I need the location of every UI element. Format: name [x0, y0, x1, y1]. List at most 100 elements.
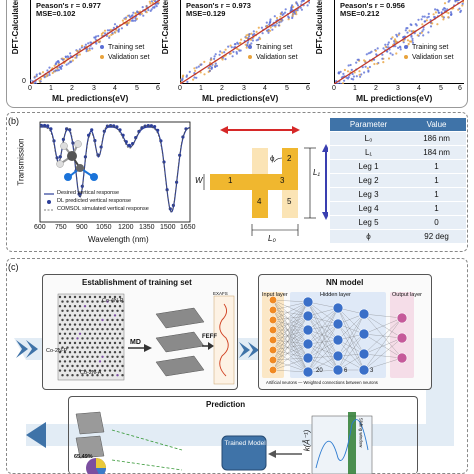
scatter-point — [296, 9, 299, 12]
scatter-point — [364, 65, 367, 68]
scatter-point — [346, 77, 350, 80]
atom — [116, 328, 119, 331]
scatter-point — [306, 4, 309, 7]
nanostructure-diagram — [203, 126, 328, 236]
nn-connection — [272, 359, 309, 373]
atom — [66, 309, 69, 312]
scatter-point — [251, 39, 254, 42]
table-row: L₀ 186 nm — [330, 131, 466, 146]
prediction-illustration — [75, 411, 373, 474]
nn-connection — [337, 307, 365, 335]
atom — [93, 295, 97, 299]
nn-connection — [272, 329, 309, 341]
scatter-point — [35, 73, 38, 76]
nn-connection — [272, 329, 309, 371]
atom — [96, 364, 99, 368]
scatter-point — [130, 14, 133, 18]
scatter-point — [406, 39, 410, 42]
nn-connection — [272, 329, 309, 373]
training-set-illustration — [57, 293, 235, 385]
nn-neuron — [268, 305, 278, 315]
atom — [121, 318, 124, 322]
scatter-point — [97, 34, 100, 38]
scatter-point — [65, 63, 68, 66]
scatter-point — [300, 0, 303, 3]
scatter-point — [232, 50, 235, 54]
leg-3 — [252, 174, 298, 190]
x-tick: 3 — [92, 85, 96, 92]
atom — [91, 300, 94, 303]
legend-validation: Validation set — [100, 54, 150, 61]
atom — [98, 360, 102, 363]
parity-plot-3-axes — [334, 0, 464, 84]
scatter-point — [250, 42, 253, 45]
atom — [116, 337, 119, 340]
scatter-point — [461, 2, 464, 5]
nn-neuron — [268, 345, 278, 355]
scatter-point — [35, 82, 38, 84]
atom — [73, 341, 77, 345]
atom — [68, 369, 72, 372]
scatter-point — [56, 69, 59, 72]
scatter-point — [91, 47, 94, 50]
scatter-point — [336, 82, 339, 84]
atom — [121, 364, 124, 368]
nn-neuron — [358, 348, 370, 360]
scatter-point — [120, 27, 123, 30]
nn-connection — [363, 313, 403, 319]
scatter-point — [342, 72, 345, 75]
scatter-point — [128, 14, 131, 17]
scatter-point — [382, 61, 385, 64]
atom — [66, 346, 69, 349]
nn-connection — [272, 319, 309, 359]
table-cell: L₀ — [330, 131, 408, 146]
scatter-point — [425, 19, 428, 22]
atom — [88, 323, 92, 326]
scatter-point — [259, 37, 262, 41]
nn-connection — [307, 301, 339, 357]
nn-connection — [337, 333, 365, 357]
atom — [63, 332, 67, 335]
scatter-point — [434, 8, 437, 11]
scatter-point — [132, 11, 135, 14]
scatter-point — [238, 49, 241, 52]
scatter-point — [215, 64, 219, 67]
scatter-point — [402, 39, 405, 43]
nn-connection — [272, 301, 309, 341]
l1-label: L₁ — [313, 168, 320, 177]
atom — [83, 305, 87, 308]
nn-connection — [272, 301, 309, 331]
scatter-point — [437, 9, 440, 12]
scatter-point — [108, 35, 111, 38]
x-tick: 1 — [353, 85, 357, 92]
atom — [121, 337, 124, 340]
dl-point — [134, 136, 138, 140]
x-tick: 6 — [306, 85, 310, 92]
scatter-point — [245, 36, 248, 40]
scatter-point — [395, 33, 398, 36]
scatter-point — [443, 2, 447, 5]
neural-network-diagram — [262, 292, 414, 378]
table-cell: 1 — [407, 187, 466, 202]
nn-neuron — [268, 365, 278, 375]
arrow-left-icon — [268, 450, 302, 458]
atom — [96, 355, 99, 358]
scatter-point — [103, 29, 107, 32]
scatter-point — [355, 61, 358, 64]
scatter-point — [429, 25, 433, 28]
table-cell: ϕ — [330, 229, 408, 243]
atom — [88, 351, 92, 354]
atom — [78, 360, 82, 363]
scatter-point — [295, 10, 298, 14]
table-cell: 1 — [407, 173, 466, 188]
nn-connection — [272, 309, 309, 373]
atom — [83, 351, 87, 354]
atom — [111, 364, 114, 368]
table-cell: Leg 3 — [330, 187, 408, 202]
scatter-point — [279, 15, 282, 18]
scatter-point — [61, 58, 65, 61]
chart-legend — [44, 193, 54, 211]
atom — [103, 314, 107, 317]
scatter-point — [447, 12, 450, 15]
atom — [113, 369, 117, 372]
